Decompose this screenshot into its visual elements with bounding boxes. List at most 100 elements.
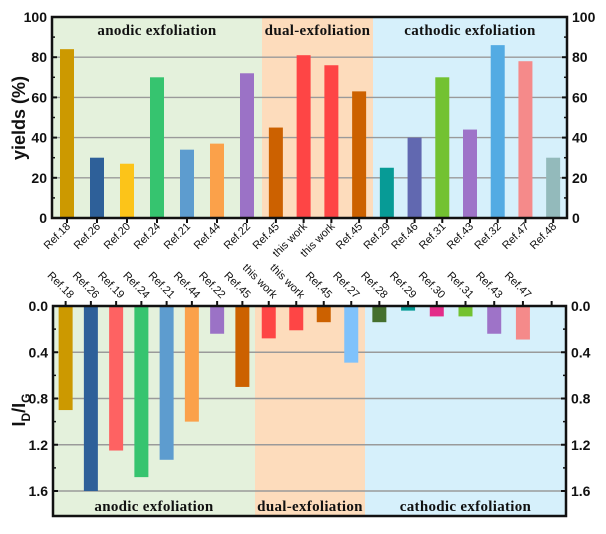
region-label-2: cathodic exfoliation: [400, 499, 532, 515]
bar-this-work: [296, 55, 311, 218]
bottom-y-axis-title: ID/IG: [9, 393, 33, 426]
x-tick-label: Ref.22: [196, 270, 227, 301]
x-tick-label: Ref.48: [528, 221, 559, 252]
x-tick-label: Ref.24: [132, 221, 163, 252]
x-tick-label: Ref.46: [389, 221, 420, 252]
bar-ref-29: [401, 306, 416, 311]
bar-ref-45: [316, 306, 331, 323]
region-label-1: dual-exfoliation: [265, 23, 371, 39]
bar-ref-18: [60, 49, 74, 218]
bar-ref-27: [344, 306, 359, 363]
bar-ref-31: [458, 306, 473, 317]
x-tick-label: Ref.28: [358, 270, 389, 301]
x-tick-label: Ref.27: [330, 270, 361, 301]
x-tick-label: Ref.45: [334, 221, 365, 252]
bar-ref-18: [58, 306, 73, 411]
bar-ref-21: [159, 306, 174, 460]
x-tick-label: Ref.31: [417, 221, 448, 252]
x-tick-label: Ref.32: [472, 221, 503, 252]
x-tick-label: Ref.45: [303, 270, 334, 301]
region-label-2: cathodic exfoliation: [404, 23, 536, 39]
bar-ref-43: [487, 306, 502, 334]
x-tick-label: Ref.43: [473, 270, 504, 301]
bar-ref-45: [352, 91, 367, 218]
id-ig-chart: 0.0 0.00.4 0.40.8 0.81.2 1.21.6 1.6Ref.18Ref.…: [29, 262, 591, 518]
bar-ref-22: [210, 306, 225, 334]
bar-ref-28: [372, 306, 387, 323]
bar-ref-20: [120, 163, 134, 218]
bar-ref-29: [379, 167, 394, 218]
x-tick-label: Ref.47: [500, 221, 531, 252]
bar-ref-47: [515, 306, 530, 340]
bar-ref-45: [235, 306, 250, 387]
bar-ref-19: [109, 306, 124, 451]
bar-ref-44: [184, 306, 199, 422]
y-title-sub-g: G: [19, 393, 33, 402]
bar-ref-24: [150, 77, 164, 218]
y-tick-label-left: 1.6: [29, 483, 49, 499]
y-tick-label-right: 80: [572, 49, 588, 65]
y-tick-label-right: 0.4: [571, 344, 591, 360]
y-tick-label-right: 0.0: [571, 298, 591, 314]
y-tick-label-right: 1.6: [571, 483, 591, 499]
region-label-0: anodic exfoliation: [94, 499, 214, 515]
y-tick-label-right: 40: [572, 130, 588, 146]
y-tick-label-left: 100: [24, 9, 48, 25]
y-tick-label-left: 1.2: [29, 437, 49, 453]
y-title-i: I: [9, 422, 29, 427]
y-title-sub-d: D: [19, 413, 33, 422]
x-tick-label: Ref.44: [192, 221, 223, 252]
region-band-0: [53, 306, 255, 516]
bar-ref-26: [83, 306, 98, 491]
x-tick-label: Ref.29: [387, 270, 418, 301]
x-tick-label: Ref.29: [362, 221, 393, 252]
y-tick-label-right: 100: [572, 9, 596, 25]
x-tick-label: Ref.22: [222, 221, 253, 252]
bar-this-work: [261, 306, 276, 339]
y-tick-label-left: 0.0: [29, 298, 49, 314]
x-tick-label: Ref.30: [416, 270, 447, 301]
y-tick-label-left: 60: [31, 89, 47, 105]
y-tick-label-left: 0: [39, 210, 47, 226]
y-title-slash-i: /I: [9, 403, 29, 413]
bar-ref-26: [90, 157, 104, 218]
x-tick-label: Ref.47: [502, 270, 533, 301]
x-tick-label: Ref.21: [146, 270, 177, 301]
bar-ref-32: [490, 45, 505, 218]
y-tick-label-left: 20: [31, 170, 47, 186]
bar-ref-48: [546, 157, 561, 218]
x-tick-label: Ref.20: [102, 221, 133, 252]
top-y-axis-title: yields (%): [9, 76, 29, 160]
region-label-0: anodic exfoliation: [97, 23, 217, 39]
x-tick-label: Ref.21: [162, 221, 193, 252]
x-tick-label: Ref.26: [72, 221, 103, 252]
bar-ref-21: [180, 149, 194, 218]
bar-this-work: [289, 306, 304, 331]
bar-ref-31: [435, 77, 450, 218]
x-tick-label: Ref.26: [70, 270, 101, 301]
y-tick-label-left: 40: [31, 130, 47, 146]
x-tick-label: Ref.31: [444, 270, 475, 301]
bar-this-work: [324, 65, 339, 219]
bar-ref-24: [134, 306, 149, 478]
bar-ref-45: [268, 127, 283, 218]
y-tick-label-right: 1.2: [571, 437, 591, 453]
x-tick-label: Ref.43: [445, 221, 476, 252]
bar-ref-46: [407, 137, 422, 218]
region-band-2: [365, 306, 566, 516]
y-tick-label-right: 0.8: [571, 391, 591, 407]
x-tick-label: Ref.18: [45, 270, 76, 301]
y-tick-label-left: 80: [31, 49, 47, 65]
x-tick-label: Ref.44: [171, 270, 202, 301]
y-tick-label-right: 20: [572, 170, 588, 186]
y-tick-label-left: 0.4: [29, 344, 49, 360]
bar-ref-22: [240, 73, 254, 218]
bar-ref-44: [210, 143, 224, 218]
y-tick-label-right: 0: [572, 210, 580, 226]
y-tick-label-right: 60: [572, 89, 588, 105]
region-label-1: dual-exfoliation: [257, 499, 363, 515]
x-tick-label: Ref.24: [120, 270, 151, 301]
bar-ref-30: [429, 306, 444, 317]
